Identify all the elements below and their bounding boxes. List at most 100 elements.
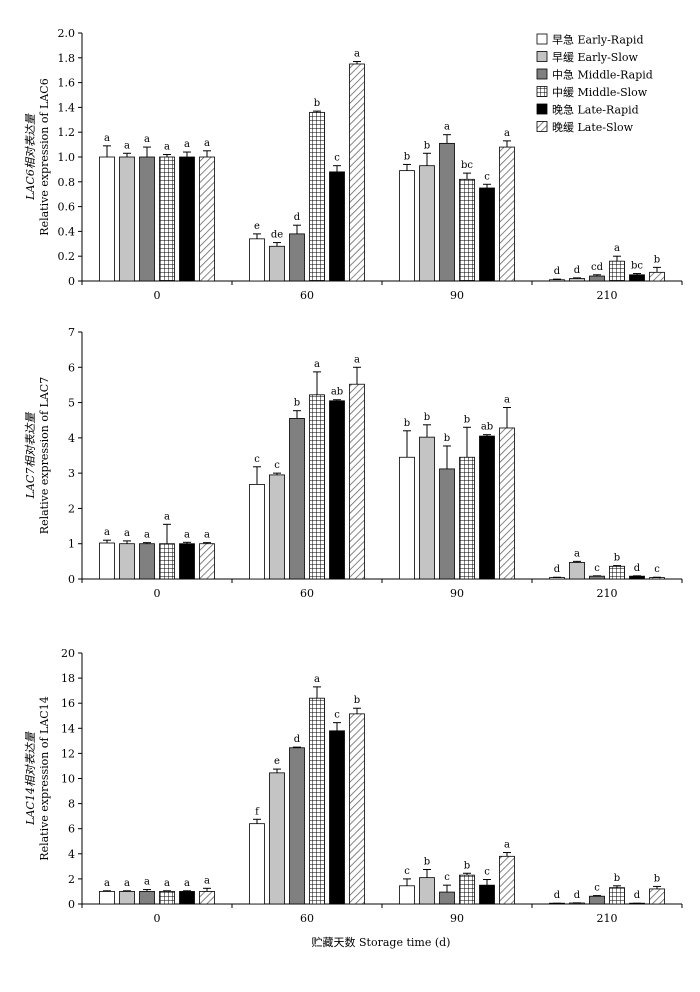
significance-label: b bbox=[314, 98, 320, 109]
bar bbox=[349, 383, 365, 580]
y-tick-label: 0.4 bbox=[58, 225, 76, 238]
legend-swatch bbox=[536, 68, 548, 80]
bar bbox=[419, 877, 435, 905]
bar bbox=[309, 111, 325, 282]
legend-label: 早急 Early-Rapid bbox=[552, 33, 644, 47]
legend-label: 早缓 Early-Slow bbox=[552, 51, 638, 64]
bar bbox=[479, 187, 495, 282]
y-tick-label: 14 bbox=[61, 722, 75, 735]
x-tick-label: 210 bbox=[597, 587, 618, 600]
y-axis-label-cn: LAC7相对表达量 bbox=[24, 412, 37, 500]
x-tick-label: 90 bbox=[450, 587, 464, 600]
significance-label: d bbox=[554, 266, 561, 277]
y-tick-label: 6 bbox=[68, 361, 75, 374]
bar bbox=[249, 484, 265, 580]
bar bbox=[399, 170, 415, 282]
bar bbox=[609, 260, 625, 282]
bar bbox=[159, 891, 175, 905]
significance-label: b bbox=[464, 860, 470, 871]
y-axis-label-cn: LAC6相对表达量 bbox=[24, 113, 37, 201]
legend: 早急 Early-Rapid 早缓 Early-Slow 中急 Middle-Rap… bbox=[536, 33, 653, 134]
significance-label: a bbox=[144, 134, 150, 145]
y-axis-label-cn: LAC14相对表达量 bbox=[24, 731, 37, 826]
y-tick-label: 1 bbox=[68, 538, 75, 551]
significance-label: ab bbox=[481, 422, 493, 433]
y-tick-label: 1.4 bbox=[58, 101, 76, 114]
significance-label: a bbox=[574, 548, 580, 559]
legend-label: 中缓 Middle-Slow bbox=[552, 86, 648, 99]
significance-label: a bbox=[184, 529, 190, 540]
significance-label: ab bbox=[331, 387, 343, 398]
y-tick-label: 8 bbox=[68, 798, 75, 811]
bar bbox=[199, 891, 215, 905]
y-tick-label: 10 bbox=[61, 773, 75, 786]
significance-label: de bbox=[271, 230, 283, 241]
y-tick-label: 2 bbox=[68, 502, 75, 515]
significance-label: a bbox=[104, 133, 110, 144]
bar bbox=[179, 543, 195, 580]
significance-label: d bbox=[574, 265, 581, 276]
bar bbox=[439, 142, 455, 282]
y-tick-label: 4 bbox=[68, 848, 75, 861]
significance-label: a bbox=[504, 840, 510, 851]
significance-label: a bbox=[204, 875, 210, 886]
significance-label: d bbox=[574, 890, 581, 901]
bar bbox=[459, 874, 475, 905]
significance-label: b bbox=[354, 695, 360, 706]
bar bbox=[309, 697, 325, 905]
x-tick-label: 210 bbox=[597, 289, 618, 302]
bar bbox=[119, 543, 135, 580]
bar bbox=[199, 156, 215, 282]
significance-label: b bbox=[654, 254, 660, 265]
bar bbox=[629, 575, 645, 580]
significance-label: a bbox=[354, 49, 360, 60]
y-tick-label: 1.8 bbox=[58, 52, 76, 65]
bar bbox=[99, 891, 115, 905]
bar bbox=[479, 884, 495, 905]
significance-label: b bbox=[294, 398, 300, 409]
chart-panel-3: 0 2 4 6 8 10 12 14 16 18 20 0 60 90 210 LAC14相对表达量 Relat… bbox=[24, 647, 683, 925]
bar bbox=[289, 233, 305, 282]
legend-swatch bbox=[536, 86, 548, 97]
significance-label: a bbox=[504, 395, 510, 406]
bar bbox=[439, 468, 455, 580]
bar bbox=[329, 730, 345, 905]
significance-label: c bbox=[404, 866, 410, 877]
significance-label: c bbox=[484, 867, 490, 878]
bar bbox=[609, 887, 625, 905]
significance-label: a bbox=[314, 674, 320, 685]
significance-label: a bbox=[504, 128, 510, 139]
y-axis-label-en: Relative expression of LAC7 bbox=[38, 377, 51, 534]
significance-label: a bbox=[314, 359, 320, 370]
bar bbox=[179, 891, 195, 905]
y-tick-label: 0 bbox=[68, 898, 75, 911]
significance-label: e bbox=[254, 221, 260, 232]
x-axis-title: 贮藏天数 Storage time (d) bbox=[312, 936, 451, 949]
bar bbox=[629, 274, 645, 282]
y-axis-label: LAC14相对表达量 Relative expression of LAC14 bbox=[24, 696, 51, 860]
significance-label: d bbox=[294, 734, 301, 745]
x-tick-label: 60 bbox=[300, 587, 314, 600]
significance-label: b bbox=[424, 412, 430, 423]
y-tick-label: 0 bbox=[68, 573, 75, 586]
y-tick-label: 0 bbox=[68, 275, 75, 288]
significance-label: c bbox=[594, 883, 600, 894]
bar bbox=[569, 562, 585, 580]
x-tick-label: 210 bbox=[597, 912, 618, 925]
legend-swatch bbox=[536, 51, 548, 62]
significance-label: a bbox=[164, 878, 170, 889]
bar bbox=[499, 146, 515, 282]
y-tick-label: 1.2 bbox=[58, 126, 76, 139]
significance-label: c bbox=[254, 454, 260, 465]
significance-label: a bbox=[164, 142, 170, 153]
bar bbox=[439, 891, 455, 905]
significance-label: cd bbox=[591, 262, 604, 273]
significance-label: c bbox=[274, 460, 280, 471]
y-tick-label: 6 bbox=[68, 823, 75, 836]
significance-label: bc bbox=[631, 261, 643, 272]
bar bbox=[179, 156, 195, 282]
bar bbox=[569, 278, 585, 282]
significance-label: b bbox=[464, 414, 470, 425]
significance-label: a bbox=[104, 878, 110, 889]
bar bbox=[329, 171, 345, 282]
